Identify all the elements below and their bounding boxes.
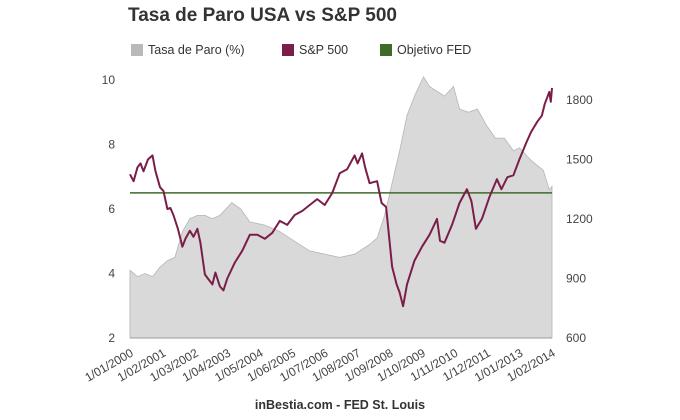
series-area-tasa-de-paro xyxy=(129,75,553,339)
legend-swatch-tasa-de-paro xyxy=(131,44,143,56)
y-right-tick-label: 900 xyxy=(566,271,586,285)
chart-title: Tasa de Paro USA vs S&P 500 xyxy=(128,5,397,26)
y-left-tick-label: 4 xyxy=(108,267,115,281)
y-left-tick-label: 6 xyxy=(108,202,115,216)
y-right-tick-label: 1500 xyxy=(566,152,593,166)
legend-item-objetivo-fed[interactable]: Objetivo FED xyxy=(380,43,471,57)
legend-item-tasa-de-paro[interactable]: Tasa de Paro (%) xyxy=(131,43,245,57)
legend-swatch-objetivo-fed xyxy=(380,44,392,56)
y-right-tick-label: 1200 xyxy=(566,212,593,226)
y-left-tick-label: 8 xyxy=(108,138,115,152)
legend-label-objetivo-fed: Objetivo FED xyxy=(397,43,472,57)
y-left-tick-label: 10 xyxy=(102,73,116,87)
y-left-tick-label: 2 xyxy=(108,331,115,345)
y-right-tick-label: 1800 xyxy=(566,93,593,107)
legend-item-sp500[interactable]: S&P 500 xyxy=(282,43,348,57)
y-right-tick-label: 600 xyxy=(566,331,586,345)
legend-swatch-sp500 xyxy=(282,44,294,56)
series-line-sp500 xyxy=(129,87,553,308)
legend-label-tasa-de-paro: Tasa de Paro (%) xyxy=(148,43,245,57)
chart-plot: 2468106009001200150018001/01/20001/02/20… xyxy=(82,73,593,385)
legend-label-sp500: S&P 500 xyxy=(299,43,349,57)
source-credit: inBestia.com - FED St. Louis xyxy=(254,398,426,412)
